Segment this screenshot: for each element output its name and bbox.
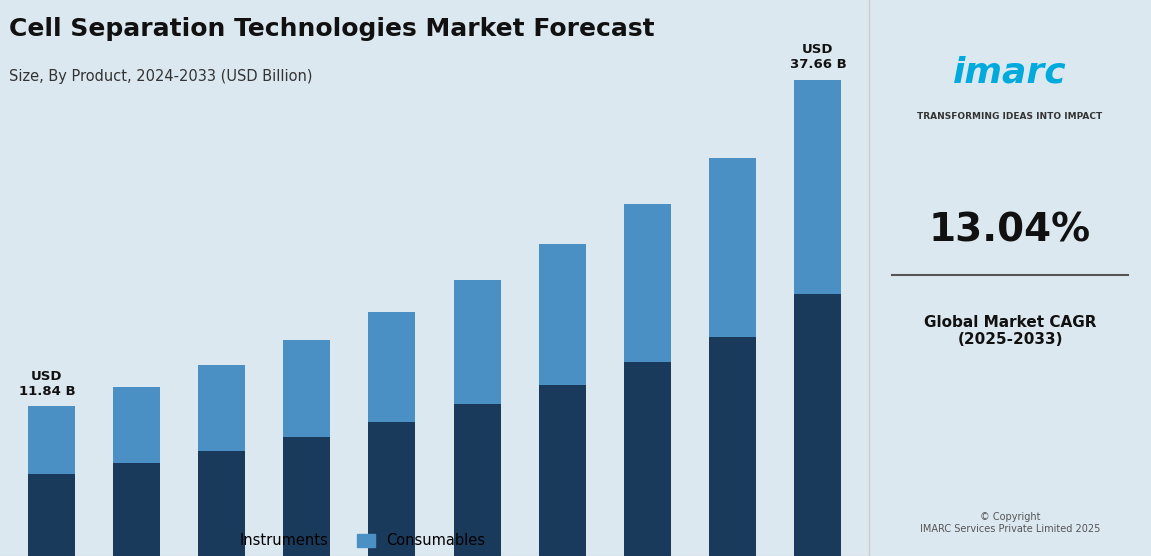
Bar xyxy=(453,280,501,404)
Bar xyxy=(624,362,671,556)
Bar xyxy=(453,404,501,556)
Text: TRANSFORMING IDEAS INTO IMPACT: TRANSFORMING IDEAS INTO IMPACT xyxy=(917,112,1103,121)
Bar xyxy=(709,158,756,337)
Bar xyxy=(368,421,416,556)
Bar xyxy=(283,340,330,437)
Bar xyxy=(624,203,671,362)
Text: Cell Separation Technologies Market Forecast: Cell Separation Technologies Market Fore… xyxy=(9,17,654,41)
Text: USD
37.66 B: USD 37.66 B xyxy=(790,43,846,71)
Bar xyxy=(198,451,245,556)
Text: USD
11.84 B: USD 11.84 B xyxy=(18,370,75,398)
Bar xyxy=(198,365,245,451)
Bar xyxy=(539,244,586,385)
Text: Size, By Product, 2024-2033 (USD Billion): Size, By Product, 2024-2033 (USD Billion… xyxy=(9,70,312,85)
Bar xyxy=(368,312,416,421)
Bar xyxy=(28,474,75,556)
Bar xyxy=(283,437,330,556)
Bar xyxy=(794,80,841,294)
Bar xyxy=(709,337,756,556)
Text: 13.04%: 13.04% xyxy=(929,212,1091,250)
Bar xyxy=(113,463,160,556)
Bar xyxy=(113,387,160,463)
Bar xyxy=(28,406,75,474)
Bar xyxy=(794,294,841,556)
Bar xyxy=(539,385,586,556)
Text: imarc: imarc xyxy=(953,55,1067,90)
Text: Global Market CAGR
(2025-2033): Global Market CAGR (2025-2033) xyxy=(924,315,1096,347)
Text: © Copyright
IMARC Services Private Limited 2025: © Copyright IMARC Services Private Limit… xyxy=(920,512,1100,534)
Legend: Instruments, Consumables: Instruments, Consumables xyxy=(204,528,491,554)
